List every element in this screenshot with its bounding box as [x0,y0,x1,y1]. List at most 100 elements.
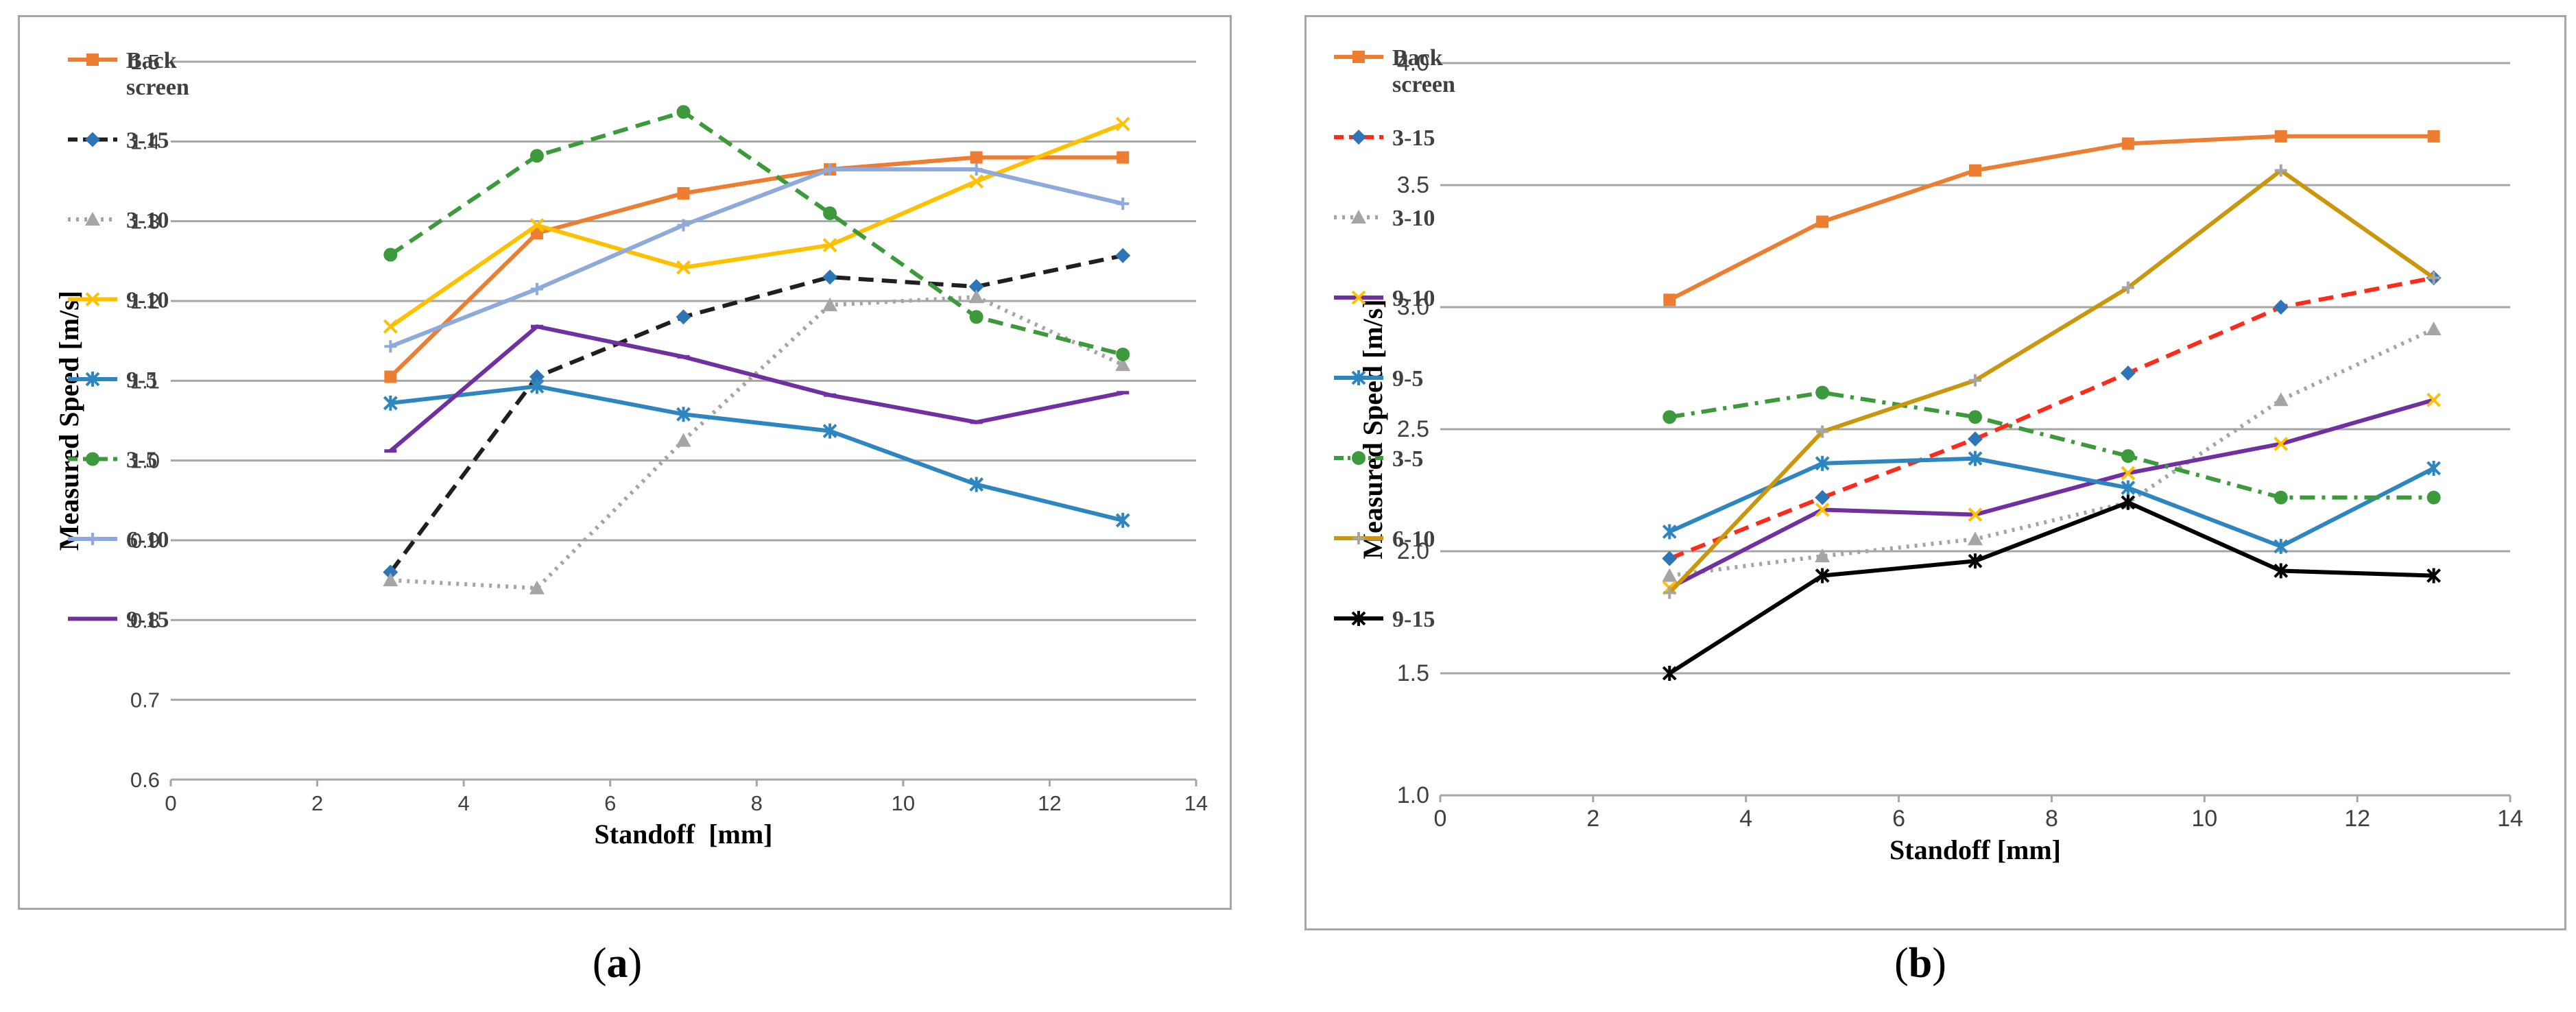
data-point [970,151,983,164]
series-line [1669,327,2435,578]
legend-label: 3-5 [1392,446,1423,472]
x-axis-title: Standoff [mm] [595,819,773,850]
legend-swatch-marker [1351,611,1366,626]
data-point [822,238,837,252]
y-tick-label: 1.3 [130,210,160,234]
data-point [2426,490,2441,505]
data-point [530,282,543,296]
data-point [822,423,837,439]
legend-swatch-marker [85,212,100,226]
y-tick-label: 1.4 [130,130,160,154]
x-axis: 0 2 4 6 8 10 12 14 [165,780,1208,815]
data-point [824,163,837,176]
y-tick-label: 1.0 [130,449,160,473]
legend-swatch-marker [1351,370,1366,385]
data-point [529,369,545,385]
data-point [383,319,398,334]
series-6-10 [384,163,1130,353]
y-tick-label: 1.5 [1397,660,1429,686]
x-tick-label: 14 [2497,806,2523,832]
x-tick-label: 2 [1586,806,1599,832]
series-line [1669,276,2435,561]
x-tick-label: 0 [165,791,176,815]
series-back-screen [384,151,1130,383]
data-point [1969,164,1981,177]
x-tick-label: 12 [2344,806,2370,832]
data-point [1815,455,1830,471]
series-line [1669,390,2434,500]
series-9-10 [383,117,1130,334]
data-point [529,378,545,394]
series-line [390,167,1123,349]
series-3-10 [1662,322,2442,582]
y-tick-label: 1.1 [130,369,160,393]
data-point [677,186,690,200]
data-point [2273,392,2289,407]
data-point [1815,385,1830,400]
data-point [2121,480,2136,496]
y-tick-label: 2.5 [1397,416,1429,442]
legend-label: 9-15 [1392,607,1435,632]
data-point [676,105,691,119]
data-point [968,279,984,295]
x-tick-label: 6 [604,791,616,815]
data-point [529,580,545,594]
y-tick-label: 3.0 [1397,294,1429,320]
legend-label: 3-15 [1392,125,1435,151]
legend-swatch-marker [86,533,99,545]
data-point [384,340,397,353]
series-9-5 [1662,450,2441,554]
data-point [822,297,838,311]
series-line [388,253,1123,574]
legend-label: 6-10 [1392,527,1435,552]
legend-swatch-marker [1351,290,1366,305]
data-point [383,573,398,587]
x-tick-label: 14 [1184,791,1208,815]
data-point [2427,272,2440,285]
data-point [2121,137,2134,150]
subfigure-label-b: (b) [1894,940,1946,987]
data-point [2121,281,2134,294]
y-tick-label: 4.0 [1397,50,1429,76]
gridlines [171,60,1196,781]
x-tick-label: 10 [2191,806,2217,832]
data-point [383,564,398,580]
series-line [390,384,1123,522]
data-point [970,163,983,176]
chart-panel-a: 0.6 0.7 0.8 0.9 1.0 1.1 1.2 1.3 1.4 1.5 0 2 4 6 8 10 12 1… [18,15,1232,910]
data-point [1115,357,1131,372]
x-axis: 0 2 4 6 8 10 12 14 [1434,795,2523,832]
series-line [390,295,1124,590]
legend-swatch-marker [85,132,100,147]
series-line [1668,398,2435,590]
data-point [383,395,398,411]
legend-label: 6-10 [126,527,169,553]
legend-swatch-marker [85,372,100,387]
series-3-10 [383,289,1131,594]
legend-swatch-marker [86,452,99,466]
data-point [1815,490,1830,505]
subfigure-label-a: (a) [592,940,643,987]
legend-label: 9-5 [1392,366,1423,391]
data-point [1663,586,1676,599]
data-point [969,174,984,189]
data-point [1116,347,1130,361]
data-point [1968,507,1983,522]
data-point [1117,197,1130,210]
series-3-15 [1662,270,2442,566]
data-point [969,477,984,492]
series-line [1668,134,2434,302]
data-point [383,248,398,262]
data-point [2274,164,2287,177]
y-tick-label: 1.5 [130,50,160,74]
x-tick-label: 8 [751,791,763,815]
data-point [2274,490,2288,505]
legend-swatch-marker [85,292,100,306]
data-point [2121,494,2136,510]
y-axis-title: Measured Speed [m/s] [53,291,84,551]
data-point [1968,450,1983,466]
series-line [389,110,1123,357]
legend-label: 3-15 [126,128,169,154]
data-point [676,407,691,422]
legend-swatch-marker [86,53,99,66]
